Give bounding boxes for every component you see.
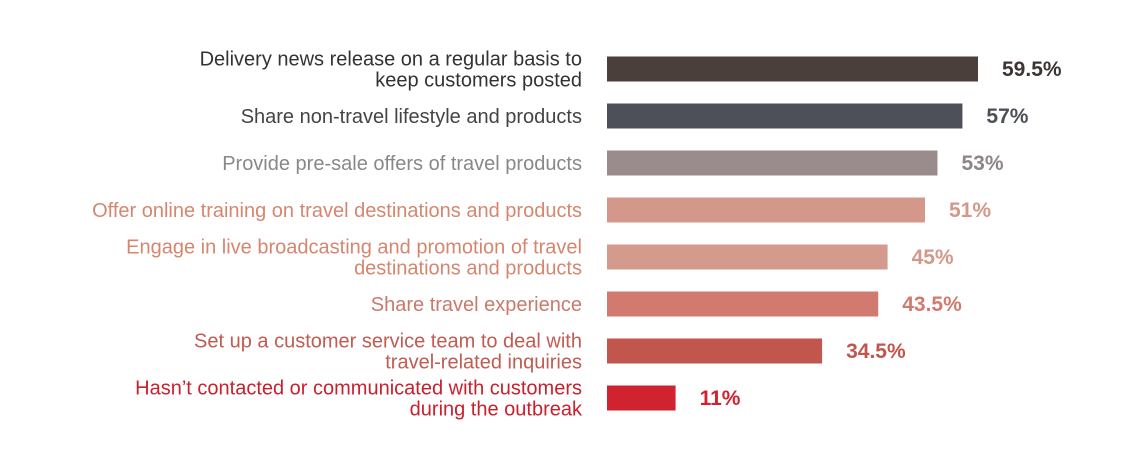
- category-label-line: Offer online training on travel destinat…: [92, 200, 582, 222]
- category-label-line: travel-related inquiries: [385, 352, 582, 374]
- bar-7: [607, 338, 823, 364]
- category-label-line: keep customers posted: [375, 70, 582, 92]
- value-label-7: 34.5%: [846, 340, 906, 363]
- category-label-line: destinations and products: [354, 258, 582, 280]
- category-label-5: Engage in live broadcasting and promotio…: [126, 237, 582, 280]
- category-label-4: Offer online training on travel destinat…: [92, 200, 582, 222]
- bar-6: [607, 291, 879, 317]
- category-label-line: Delivery news release on a regular basis…: [200, 49, 582, 71]
- value-label-6: 43.5%: [902, 293, 962, 316]
- bar-5: [607, 244, 888, 270]
- category-label-line: Set up a customer service team to deal w…: [194, 331, 582, 353]
- category-label-2: Share non-travel lifestyle and products: [241, 106, 582, 128]
- bar-3: [607, 150, 938, 176]
- value-label-4: 51%: [949, 199, 991, 222]
- bar-1: [607, 56, 978, 82]
- category-label-3: Provide pre-sale offers of travel produc…: [222, 153, 582, 175]
- category-label-line: during the outbreak: [410, 399, 583, 421]
- category-labels: Delivery news release on a regular basis…: [92, 49, 583, 421]
- category-label-7: Set up a customer service team to deal w…: [194, 331, 582, 374]
- value-label-3: 53%: [961, 152, 1003, 175]
- value-label-2: 57%: [986, 105, 1028, 128]
- category-label-line: Engage in live broadcasting and promotio…: [126, 237, 582, 259]
- bars: [607, 56, 978, 411]
- category-label-1: Delivery news release on a regular basis…: [200, 49, 582, 92]
- bar-2: [607, 103, 963, 129]
- bar-4: [607, 197, 925, 223]
- bar-8: [607, 385, 676, 411]
- category-label-line: Provide pre-sale offers of travel produc…: [222, 153, 582, 175]
- category-label-8: Hasn’t contacted or communicated with cu…: [135, 378, 583, 421]
- value-labels: 59.5% 57% 53% 51% 45% 43.5% 34.5% 11%: [700, 58, 1062, 410]
- category-label-line: Share travel experience: [371, 294, 582, 316]
- category-label-line: Hasn’t contacted or communicated with cu…: [135, 378, 582, 400]
- value-label-1: 59.5%: [1002, 58, 1062, 81]
- category-label-line: Share non-travel lifestyle and products: [241, 106, 582, 128]
- value-label-8: 11%: [700, 387, 741, 410]
- value-label-5: 45%: [912, 246, 954, 269]
- category-label-6: Share travel experience: [371, 294, 582, 316]
